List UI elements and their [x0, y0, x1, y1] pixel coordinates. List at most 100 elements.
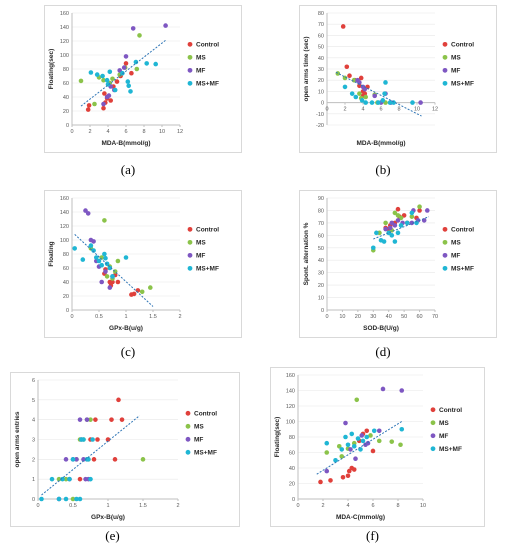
legend-marker [185, 423, 191, 429]
data-point-ms-mf [94, 255, 99, 260]
data-point-ms-mf [351, 444, 357, 449]
legend-label: MF [439, 433, 448, 440]
x-tick-label: 4 [346, 503, 349, 509]
panel-label-e: (e) [105, 528, 120, 543]
data-point-control [101, 105, 106, 111]
data-point-ms [104, 274, 110, 279]
data-point-ms-mf [107, 265, 113, 271]
y-tick-label: 120 [60, 39, 69, 45]
y-tick-label: 120 [286, 404, 295, 410]
y-tick-label: 20 [318, 78, 324, 84]
y-tick-label: 160 [286, 373, 295, 379]
legend-label: Control [194, 411, 217, 418]
panel-label-f: (f) [366, 528, 379, 543]
y-tick-label: 20 [289, 482, 295, 488]
data-point-mf [389, 220, 395, 226]
data-point-control [370, 448, 376, 454]
data-point-ms [70, 496, 76, 502]
data-point-ms-mf [410, 100, 415, 105]
legend-marker [442, 67, 448, 73]
chart-border [299, 190, 497, 338]
x-tick-label: 4 [361, 107, 364, 113]
y-tick-label: 70 [318, 221, 324, 227]
y-tick-label: 40 [318, 56, 324, 62]
data-point-ms-mf [88, 243, 94, 248]
data-point-control [351, 467, 357, 472]
data-point-mf [383, 226, 388, 232]
y-tick-label: 0 [66, 308, 69, 314]
data-point-ms-mf [391, 100, 396, 105]
data-point-control [116, 397, 121, 403]
y-tick-label: 0 [32, 497, 35, 503]
data-point-ms-mf [88, 476, 93, 482]
x-tick-label: 50 [401, 314, 407, 320]
chart-border [10, 372, 240, 527]
data-point-mf [359, 433, 365, 438]
data-point-ms-mf [70, 457, 76, 462]
legend-marker [187, 226, 193, 232]
data-point-ms-mf [399, 426, 405, 432]
data-point-ms-mf [94, 72, 100, 77]
chart-a: 0 20 40 60 80 100 120 140 160 0 2 4 6 8 10 12 MDA-B(mmol… [44, 5, 242, 153]
data-point-ms [78, 78, 84, 84]
legend-label: Control [439, 407, 462, 414]
x-axis-title: MDA-B(mmol/g) [101, 140, 150, 147]
y-axis-title: Spont. alternation % [303, 222, 310, 285]
y-tick-label: -20 [316, 123, 324, 129]
data-point-control [340, 24, 346, 29]
data-point-ms [102, 218, 107, 223]
legend-marker [187, 239, 193, 245]
data-point-ms [398, 442, 403, 448]
data-point-ms-mf [144, 61, 149, 66]
data-point-ms-mf [39, 496, 44, 502]
data-point-ms-mf [376, 100, 381, 105]
data-point-ms-mf [345, 442, 351, 448]
data-point-ms-mf [392, 239, 398, 244]
legend-label: MS [451, 240, 461, 247]
data-point-ms-mf [91, 248, 96, 253]
data-point-mf [424, 208, 430, 213]
legend-marker [430, 407, 436, 413]
data-point-ms [357, 91, 362, 96]
y-tick-label: 0 [292, 497, 295, 503]
y-tick-label: 160 [60, 196, 69, 202]
x-tick-label: 12 [432, 107, 438, 113]
data-point-ms [92, 101, 97, 107]
panel-label-c: (c) [120, 344, 136, 359]
chart-f: 0 20 40 60 80 100 120 140 160 0 2 4 6 8 10 MDA-C(mmol/g… [270, 367, 485, 527]
y-tick-label: 30 [318, 271, 324, 277]
data-point-control [102, 91, 107, 96]
data-point-control [346, 468, 352, 474]
data-point-ms-mf [126, 83, 131, 89]
data-point-ms-mf [349, 91, 355, 96]
data-point-ms [417, 204, 422, 210]
data-point-ms-mf [60, 476, 65, 482]
legend-label: MS [196, 240, 206, 247]
data-point-mf [418, 100, 423, 105]
y-tick-label: 40 [318, 258, 324, 264]
legend-marker [430, 420, 436, 426]
data-point-ms-mf [153, 61, 158, 67]
x-tick-label: 0.5 [69, 503, 77, 509]
data-point-ms-mf [383, 80, 388, 85]
data-point-ms-mf [374, 230, 379, 236]
data-point-ms [88, 417, 93, 422]
data-point-ms [409, 214, 415, 219]
x-tick-label: 1.5 [139, 503, 147, 509]
data-point-ms-mf [371, 428, 377, 434]
data-point-ms-mf [96, 258, 102, 264]
data-point-ms-mf [389, 233, 395, 238]
data-point-control [93, 417, 98, 422]
data-point-ms-mf [380, 98, 386, 103]
data-point-mf [84, 417, 90, 422]
chart-d: 0 10 20 30 40 50 60 70 80 90 0 10 20 30 40 50 60 70 SOD-B(… [299, 190, 497, 338]
y-axis-title: open arms time (sec) [303, 36, 310, 101]
y-tick-label: 100 [60, 238, 69, 244]
data-point-mf [376, 428, 382, 434]
legend-label: MS [439, 420, 449, 427]
data-point-mf [121, 65, 127, 70]
panel-label-d: (d) [375, 344, 391, 359]
data-point-ms [342, 75, 348, 81]
data-point-ms-mf [387, 100, 393, 105]
